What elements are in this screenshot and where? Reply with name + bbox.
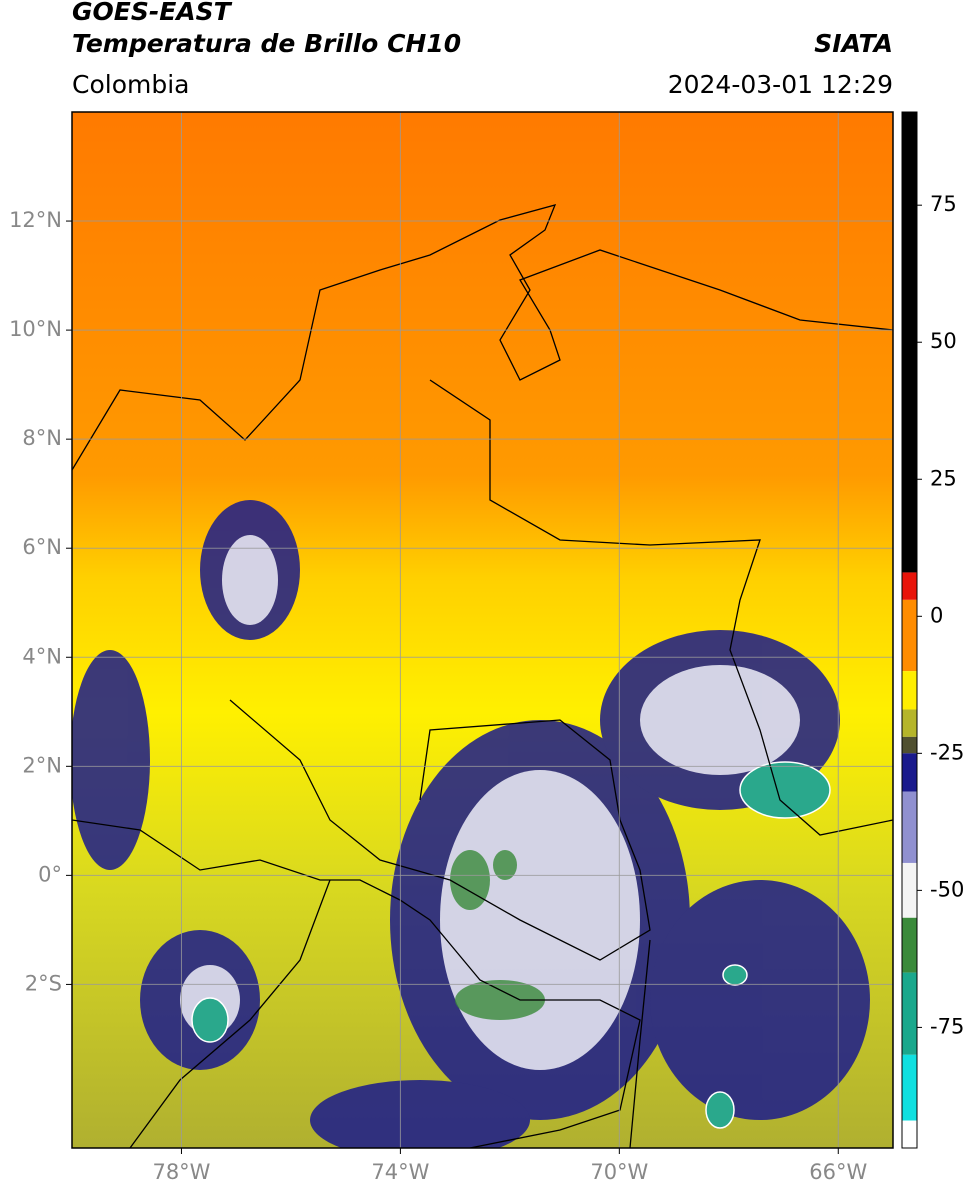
colorbar-segment [902, 862, 917, 918]
colorbar-tick-label: 50 [930, 329, 957, 353]
y-tick-label: 2°S [25, 971, 62, 995]
cold-cores [450, 850, 545, 1020]
colorbar-segment [902, 112, 917, 573]
colorbar-segment [902, 709, 917, 737]
region: Colombia [72, 70, 189, 99]
map-frame [71, 111, 894, 1149]
borders [72, 204, 893, 1148]
subtitle: Temperatura de Brillo CH10 [72, 29, 461, 58]
y-tick-label: 2°N [22, 753, 62, 777]
colorbar-tick-label: -25 [930, 740, 964, 764]
y-tick-label: 12°N [9, 208, 62, 232]
x-tick-label: 66°W [809, 1160, 867, 1184]
colorbar-tick-label: 25 [930, 466, 957, 490]
colorbar-tick-label: -50 [930, 877, 964, 901]
colorbar-tick-label: -75 [930, 1014, 964, 1038]
colorbar-segment [902, 736, 917, 754]
x-tick-label: 70°W [590, 1160, 648, 1184]
y-tick-label: 4°N [22, 644, 62, 668]
colorbar-segment [902, 1054, 917, 1121]
colorbar-segment [902, 599, 917, 672]
y-tick-label: 10°N [9, 317, 62, 341]
colorbar-segment [902, 572, 917, 600]
colorbar-segment [902, 671, 917, 710]
source: SIATA [814, 29, 893, 58]
y-tick-label: 8°N [22, 426, 62, 450]
satellite-image [72, 112, 893, 1148]
y-tick-label: 6°N [22, 535, 62, 559]
colorbar-tick-label: 75 [930, 192, 957, 216]
colorbar-segment [902, 972, 917, 1055]
colorbar-segment [902, 1120, 917, 1148]
title: GOES-EAST [72, 0, 233, 26]
colorbar-tick-label: 0 [930, 603, 943, 627]
y-tick-label: 0° [38, 862, 62, 886]
x-tick-label: 74°W [371, 1160, 429, 1184]
colorbar-segment [902, 791, 917, 863]
colorbar-segment [902, 917, 917, 973]
colorbar-frame [901, 111, 918, 1149]
colorbar-segment [902, 753, 917, 792]
x-tick-label: 78°W [152, 1160, 210, 1184]
datetime: 2024-03-01 12:29 [668, 70, 893, 99]
very-cold-cores [191, 761, 831, 1129]
